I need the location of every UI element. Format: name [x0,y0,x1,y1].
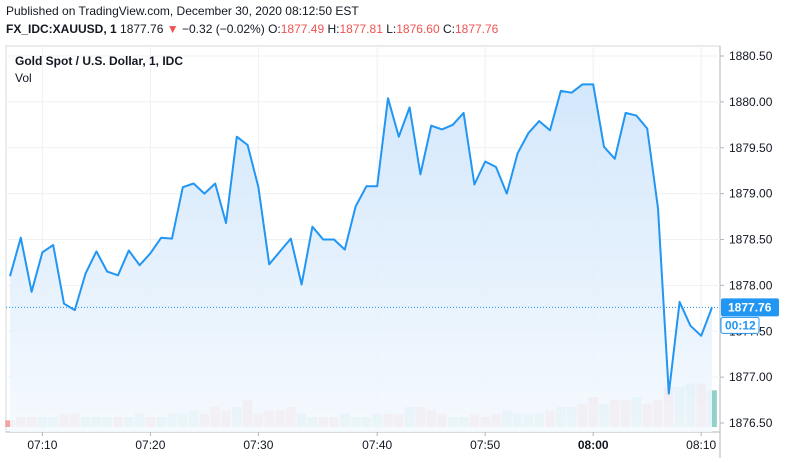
chart-legend-vol: Vol [15,71,32,85]
price-change: −0.32 (−0.02%) [182,22,265,36]
price-tick-label: 1880.50 [729,49,773,63]
time-tick-label: 07:40 [362,438,392,452]
open-label: O: [268,22,281,36]
symbol-quote-line: FX_IDC:XAUUSD, 1 1877.76 ▼ −0.32 (−0.02%… [6,22,498,36]
high-label: H: [327,22,340,36]
time-tick-label: 07:30 [243,438,273,452]
countdown-badge [720,316,760,334]
time-tick-label: 07:50 [470,438,500,452]
close-label: C: [442,22,455,36]
price-line [9,83,713,395]
price-area-fill [10,84,712,433]
price-tick-label: 1876.50 [729,416,773,430]
time-tick-label: 07:10 [27,438,57,452]
published-line: Published on TradingView.com, December 3… [6,4,359,18]
price-tick-label: 1879.50 [729,141,773,155]
time-tick-label: 07:20 [135,438,165,452]
low-label: L: [386,22,397,36]
price-tick-label: 1878.00 [729,278,773,292]
symbol-label: FX_IDC:XAUUSD, 1 [6,22,117,36]
last-price-badge-text: 1877.76 [728,300,772,314]
chart-legend-title: Gold Spot / U.S. Dollar, 1, IDC [15,54,184,68]
time-tick-label: 08:10 [686,438,716,452]
high-value: 1877.81 [339,22,383,36]
price-tick-label: 1880.00 [729,95,773,109]
low-value: 1876.60 [396,22,440,36]
price-tick-label: 1877.00 [729,370,773,384]
open-value: 1877.49 [280,22,325,36]
price-tick-label: 1878.50 [729,233,773,247]
countdown-badge-text: 00:12 [725,318,756,332]
time-tick-label: 08:00 [578,438,609,452]
close-value: 1877.76 [454,22,499,36]
down-arrow-icon: ▼ [166,22,179,36]
last-price-badge [721,298,779,317]
last-price: 1877.76 [120,22,164,36]
price-tick-label: 1879.00 [729,187,773,201]
